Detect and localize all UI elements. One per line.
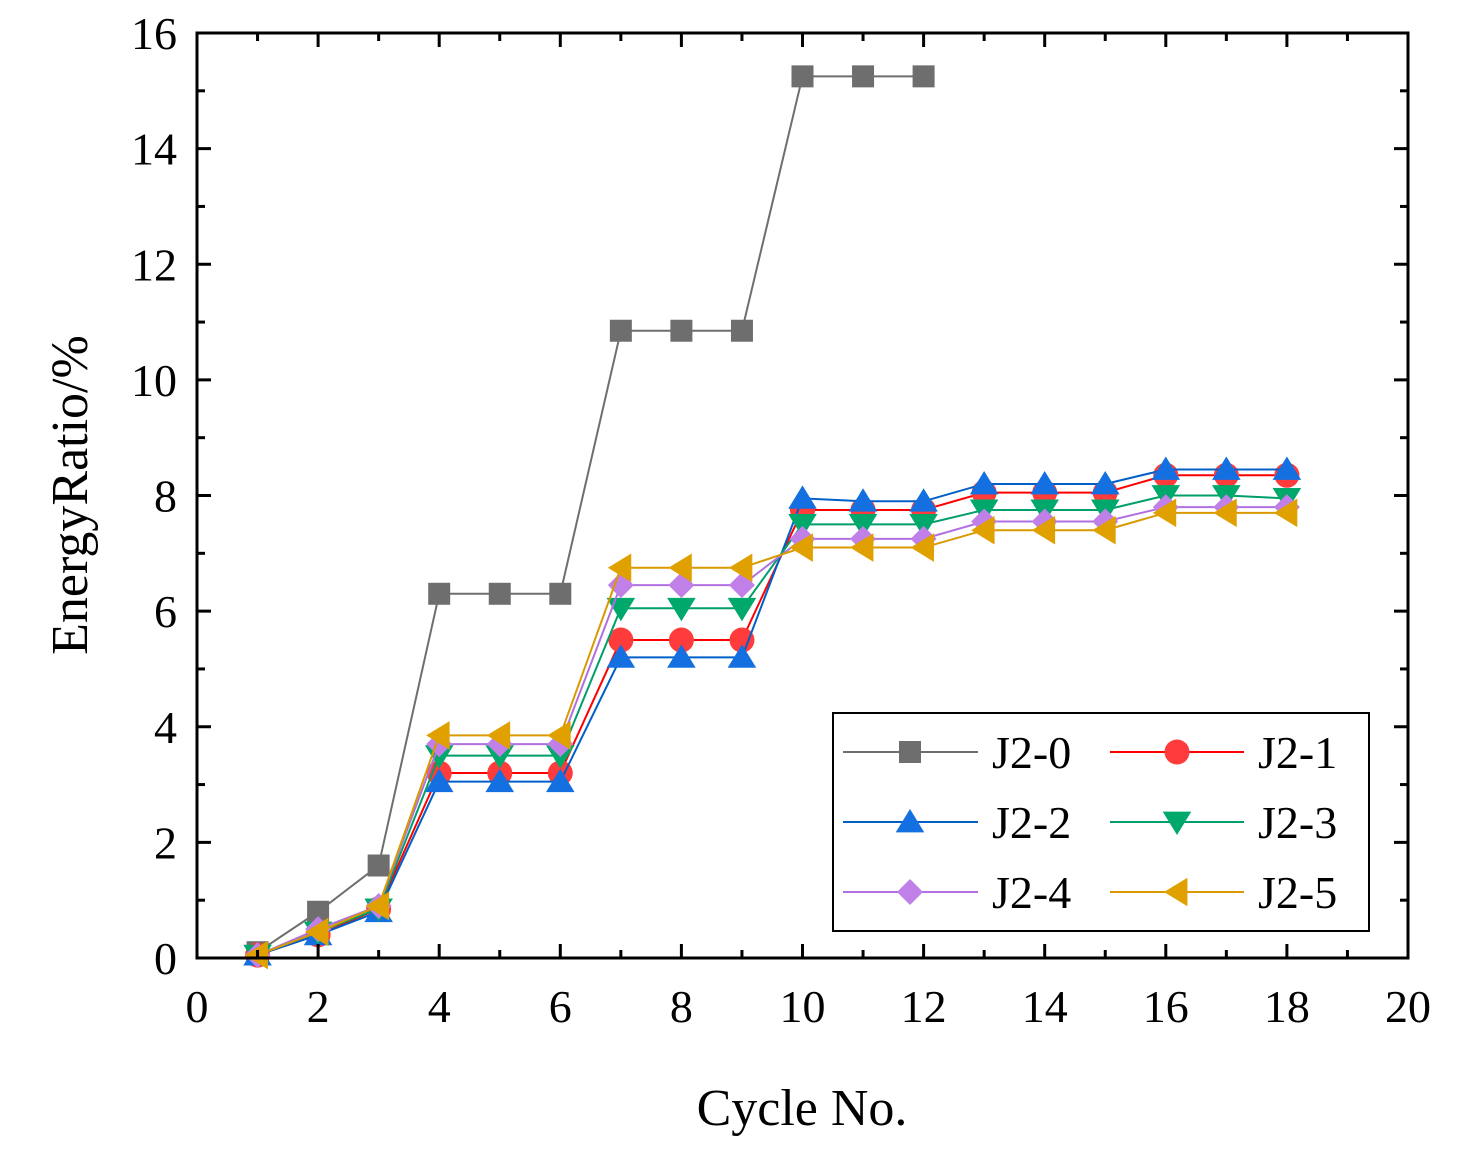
data-point-J2-2-5 [485,768,515,793]
legend-item-J2-1: J2-1 [1110,727,1337,778]
legend-item-J2-5: J2-5 [1110,867,1337,918]
data-point-J2-2-9 [727,644,757,668]
series-line-J2-2 [257,468,1287,957]
data-point-J2-0-10 [791,65,814,88]
data-point-J2-2-18 [1272,456,1302,480]
data-point-J2-1-9 [729,627,755,653]
legend-label: J2-4 [992,867,1071,918]
x-tick-label: 12 [901,981,947,1032]
data-point-J2-0-4 [428,582,451,605]
data-point-J2-5-13 [971,515,995,545]
x-tick-label: 2 [307,981,330,1032]
legend-item-J2-3: J2-3 [1110,797,1337,848]
legend-item-J2-2: J2-2 [843,797,1071,848]
data-point-J2-0-6 [549,582,572,605]
y-tick-label: 14 [131,124,177,175]
legend-marker-J2-3 [1162,811,1192,835]
data-point-J2-0-2 [307,900,330,923]
data-point-J2-2-4 [424,768,454,793]
y-tick-label: 0 [154,933,177,984]
x-tick-label: 16 [1143,981,1189,1032]
x-tick-label: 8 [670,981,693,1032]
data-point-J2-2-12 [909,488,938,512]
data-point-J2-5-10 [789,533,813,562]
y-tick-label: 12 [131,239,177,290]
x-tick-label: 20 [1385,981,1431,1032]
y-tick-label: 8 [154,471,177,522]
legend-label: J2-2 [992,797,1071,848]
legend-marker-J2-5 [1164,877,1188,907]
data-point-J2-2-6 [546,768,575,793]
data-point-J2-3-8 [667,597,696,622]
data-point-J2-2-8 [667,644,696,668]
data-point-J2-2-10 [788,485,817,509]
data-point-J2-0-9 [730,319,753,342]
data-point-J2-5-6 [547,721,571,750]
legend-label: J2-5 [1258,867,1337,918]
data-point-J2-5-2 [305,917,329,947]
data-point-J2-2-16 [1151,456,1181,480]
x-axis-title: Cycle No. [697,1080,908,1137]
x-tick-label: 18 [1264,981,1310,1032]
data-point-J2-1-8 [668,627,694,653]
data-point-J2-1-7 [608,627,634,653]
y-tick-label: 16 [131,8,177,59]
data-point-J2-3-11 [848,514,878,538]
data-point-J2-5-16 [1152,498,1177,528]
data-point-J2-5-4 [426,721,450,750]
series-J2-2 [243,456,1302,966]
data-point-J2-5-18 [1273,498,1298,528]
series-line-J2-3 [257,494,1287,957]
x-tick-label: 14 [1022,981,1068,1032]
data-point-J2-0-5 [488,582,511,605]
y-axis-title: EnergyRatio/% [42,335,99,655]
y-tick-label: 4 [154,702,177,753]
data-point-J2-5-7 [607,553,632,583]
x-tick-label: 4 [428,981,451,1032]
data-point-J2-3-12 [909,514,938,538]
data-point-J2-5-9 [728,553,753,583]
data-point-J2-5-15 [1092,515,1116,545]
data-point-J2-3-9 [727,597,757,622]
x-tick-label: 6 [549,981,572,1032]
y-tick-label: 2 [154,817,177,868]
legend-item-J2-0: J2-0 [843,727,1071,778]
data-point-J2-3-10 [788,514,817,538]
data-point-J2-2-11 [848,488,878,512]
legend-marker-J2-2 [895,809,925,833]
data-point-J2-5-5 [486,721,511,750]
legend-item-J2-4: J2-4 [843,867,1071,918]
legend-marker-J2-1 [1164,739,1190,765]
legend-label: J2-3 [1258,797,1337,848]
series-line-J2-0 [256,75,924,954]
data-point-J2-2-13 [969,470,999,495]
data-point-J2-5-12 [910,533,934,562]
y-tick-label: 10 [131,355,177,406]
x-tick-label: 0 [186,981,209,1032]
data-point-J2-0-8 [670,319,693,342]
series-J2-0 [246,65,935,964]
legend-marker-J2-0 [899,741,921,763]
legend-label: J2-0 [992,727,1071,778]
data-point-J2-0-12 [912,65,935,88]
y-tick-label: 6 [154,586,177,637]
data-point-J2-5-14 [1031,515,1056,545]
data-point-J2-5-8 [668,553,692,583]
data-point-J2-0-11 [852,65,875,88]
legend-marker-J2-4 [897,879,923,905]
legend-label: J2-1 [1258,727,1337,778]
x-tick-label: 10 [780,981,826,1032]
legend: J2-0 J2-1 J2-2 J2-3 J2-4 J2-5 [832,712,1370,932]
data-point-J2-2-7 [606,644,636,668]
data-point-J2-2-17 [1212,456,1241,480]
data-point-J2-2-15 [1090,470,1120,495]
data-point-J2-5-11 [850,533,874,562]
data-point-J2-0-3 [367,854,390,877]
data-point-J2-5-17 [1213,498,1237,528]
data-point-J2-2-14 [1030,470,1059,495]
data-point-J2-0-7 [609,319,632,342]
data-point-J2-5-3 [365,891,390,921]
